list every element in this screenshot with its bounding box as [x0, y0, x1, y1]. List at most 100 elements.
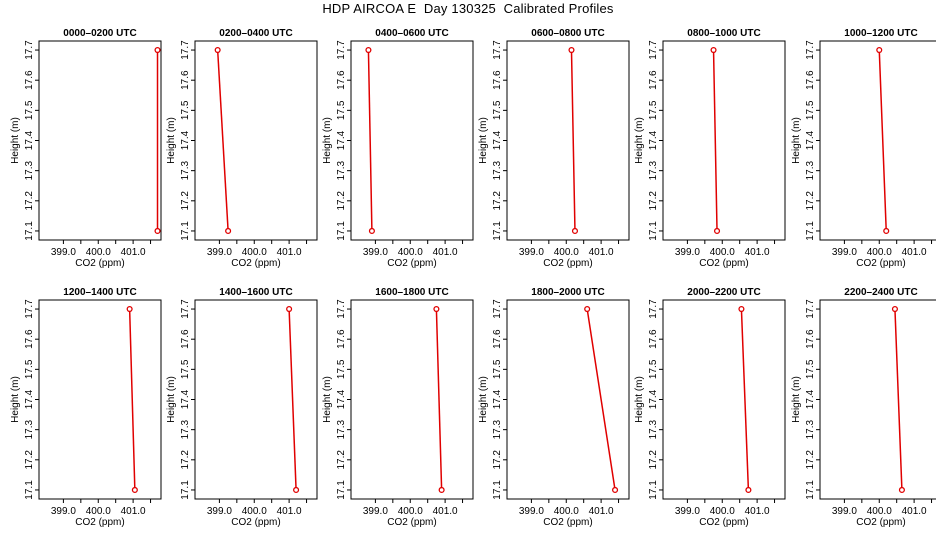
data-point	[571, 227, 579, 235]
y-tick-label: 17.1	[24, 480, 35, 500]
y-tick-label: 17.4	[805, 389, 816, 409]
panel-8: 1400–1600 UTC 399.0 400.0 401.0 17.1 17.2 17.3…	[166, 287, 318, 528]
profile-line	[216, 50, 229, 231]
panel-4: 0600–0800 UTC 399.0 400.0 401.0 17.1 17.2 17.3…	[478, 28, 630, 269]
y-tick-label: 17.5	[805, 100, 816, 120]
y-tick-label: 17.3	[24, 160, 35, 180]
y-tick-label: 17.4	[336, 130, 347, 150]
x-tick-label: 400.0	[867, 247, 892, 258]
y-tick-label: 17.2	[336, 450, 347, 470]
x-tick-label: 399.0	[207, 247, 232, 258]
y-tick-label: 17.5	[492, 100, 503, 120]
x-axis-title: CO2 (ppm)	[387, 517, 436, 528]
profile-line	[435, 309, 443, 490]
y-tick-label: 17.7	[336, 299, 347, 319]
x-tick-label: 401.0	[433, 506, 458, 517]
data-point	[214, 46, 221, 54]
x-tick-label: 399.0	[207, 506, 232, 517]
data-point	[368, 227, 375, 235]
x-axis-title: CO2 (ppm)	[543, 258, 592, 269]
panel-title: 2200–2400 UTC	[844, 287, 917, 298]
y-tick-label: 17.7	[336, 40, 347, 60]
panel-2: 0200–0400 UTC 399.0 400.0 401.0 17.1 17.2 17.3…	[166, 28, 318, 269]
y-tick-label: 17.1	[336, 221, 347, 241]
y-axis-title: Height (m)	[791, 376, 802, 423]
y-tick-label: 17.6	[492, 70, 503, 90]
x-tick-label: 400.0	[86, 506, 111, 517]
y-tick-label: 17.4	[24, 130, 35, 150]
y-tick-label: 17.2	[336, 191, 347, 211]
y-tick-label: 17.7	[24, 299, 35, 319]
y-tick-label: 17.6	[492, 329, 503, 349]
y-tick-label: 17.6	[805, 329, 816, 349]
y-tick-label: 17.7	[805, 40, 816, 60]
plot-frame	[506, 299, 630, 500]
y-tick-label: 17.5	[492, 359, 503, 379]
panel-3: 0400–0600 UTC 399.0 400.0 401.0 17.1 17.2 17.3…	[322, 28, 474, 269]
data-point	[286, 305, 293, 313]
y-tick-label: 17.1	[24, 221, 35, 241]
x-axis-title: CO2 (ppm)	[543, 517, 592, 528]
x-tick-label: 401.0	[902, 506, 927, 517]
y-tick-label: 17.4	[336, 389, 347, 409]
x-tick-label: 399.0	[519, 506, 544, 517]
y-tick-label: 17.6	[336, 70, 347, 90]
y-tick-label: 17.6	[805, 70, 816, 90]
panel-title: 1000–1200 UTC	[844, 28, 917, 39]
data-point	[365, 46, 372, 54]
x-axis-title: CO2 (ppm)	[856, 258, 905, 269]
y-tick-label: 17.5	[648, 359, 659, 379]
data-point	[584, 305, 591, 313]
data-point	[745, 486, 752, 494]
y-tick-label: 17.7	[24, 40, 35, 60]
panel-1: 0000–0200 UTC 399.0 400.0 401.0 17.1 17.2 17.3…	[10, 28, 162, 269]
plot-frame	[819, 40, 936, 241]
x-tick-label: 399.0	[832, 247, 857, 258]
panel-12: 2200–2400 UTC 399.0 400.0 401.0 17.1 17.2 17.3…	[791, 287, 936, 528]
plot-frame	[350, 299, 474, 500]
plot-frame	[38, 299, 162, 500]
profile-line	[128, 309, 136, 490]
y-tick-label: 17.7	[180, 40, 191, 60]
y-axis-title: Height (m)	[166, 376, 177, 423]
y-tick-label: 17.2	[24, 450, 35, 470]
data-point	[876, 46, 883, 54]
data-point	[126, 305, 133, 313]
y-tick-label: 17.6	[180, 329, 191, 349]
y-tick-label: 17.1	[648, 480, 659, 500]
y-tick-label: 17.3	[648, 419, 659, 439]
panel-title: 0600–0800 UTC	[531, 28, 604, 39]
panel-title: 0400–0600 UTC	[375, 28, 448, 39]
data-point	[612, 486, 619, 494]
data-point	[891, 305, 898, 313]
y-tick-label: 17.1	[805, 221, 816, 241]
x-axis-title: CO2 (ppm)	[75, 258, 124, 269]
y-tick-label: 17.3	[648, 160, 659, 180]
plot-frame	[194, 40, 318, 241]
y-tick-label: 17.1	[180, 480, 191, 500]
x-axis-title: CO2 (ppm)	[231, 517, 280, 528]
x-tick-label: 400.0	[710, 506, 735, 517]
y-tick-label: 17.2	[805, 450, 816, 470]
x-axis-title: CO2 (ppm)	[231, 258, 280, 269]
profile-line	[712, 50, 718, 231]
y-tick-label: 17.5	[336, 359, 347, 379]
y-tick-label: 17.3	[492, 160, 503, 180]
data-point	[154, 46, 161, 54]
y-tick-label: 17.7	[180, 299, 191, 319]
y-tick-label: 17.3	[805, 419, 816, 439]
panel-5: 0800–1000 UTC 399.0 400.0 401.0 17.1 17.2 17.3…	[634, 28, 786, 269]
y-tick-label: 17.1	[648, 221, 659, 241]
y-tick-label: 17.6	[648, 329, 659, 349]
panel-title: 1400–1600 UTC	[219, 287, 292, 298]
x-axis-title: CO2 (ppm)	[75, 517, 124, 528]
y-tick-label: 17.3	[336, 419, 347, 439]
x-tick-label: 399.0	[675, 247, 700, 258]
x-axis-title: CO2 (ppm)	[387, 258, 436, 269]
x-tick-label: 401.0	[745, 247, 770, 258]
data-point	[131, 486, 138, 494]
x-axis-title: CO2 (ppm)	[856, 517, 905, 528]
y-tick-label: 17.6	[24, 329, 35, 349]
y-tick-label: 17.6	[648, 70, 659, 90]
y-tick-label: 17.4	[180, 389, 191, 409]
